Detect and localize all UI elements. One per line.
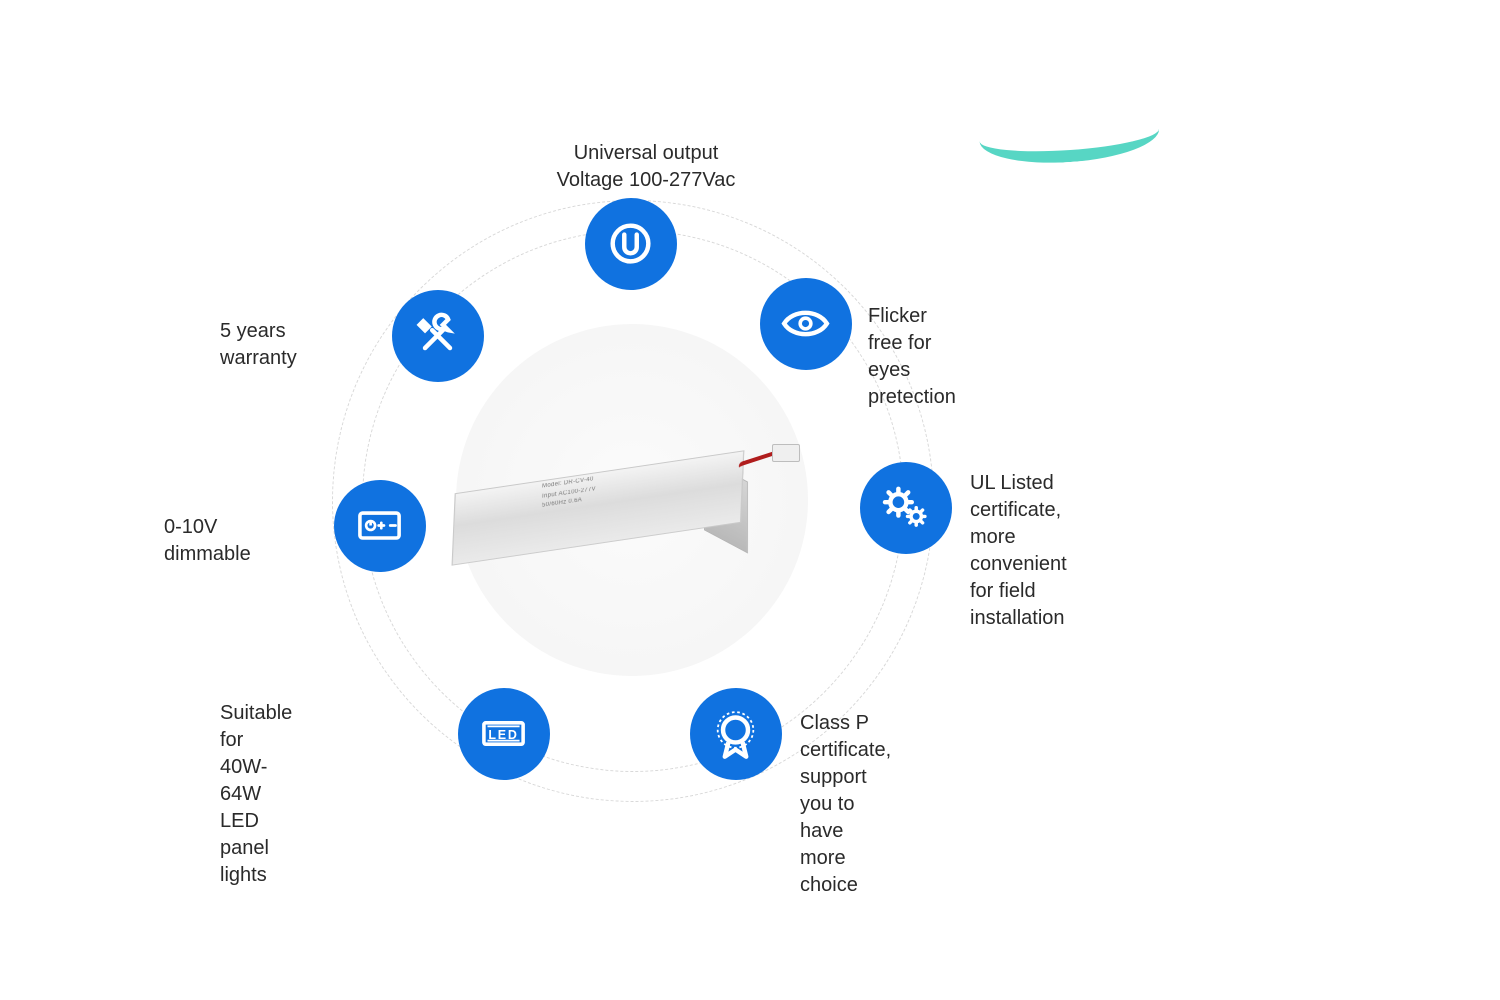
feature-label-line: more convenient for field — [970, 524, 1067, 605]
feature-label-line: Universal output — [516, 140, 776, 167]
feature-label-line: Voltage 100-277Vac — [516, 167, 776, 194]
feature-label-line: you to have more choice — [800, 791, 891, 899]
feature-label-line: UL Listed certificate, — [970, 470, 1067, 524]
feature-label: Suitable for 40W-64WLED panel lights — [220, 700, 292, 889]
feature-label-line: installation — [970, 605, 1067, 632]
u-circle-icon — [585, 198, 677, 290]
tools-icon — [392, 290, 484, 382]
gears-icon — [860, 462, 952, 554]
feature-label-line: LED panel lights — [220, 808, 292, 889]
infographic-stage: Model: DR-CV-40 Input AC100-277V 50/60Hz… — [0, 0, 1500, 1000]
feature-label-line: 0-10V dimmable — [164, 514, 251, 568]
rosette-icon — [690, 688, 782, 780]
feature-label-line: eyes pretection — [868, 357, 956, 411]
dimmer-icon — [334, 480, 426, 572]
product-image: Model: DR-CV-40 Input AC100-277V 50/60Hz… — [472, 440, 802, 560]
feature-label: Universal outputVoltage 100-277Vac — [516, 140, 776, 194]
feature-label-line: 5 years warranty — [220, 318, 297, 372]
eye-icon — [760, 278, 852, 370]
feature-label: Class P certificate, supportyou to have … — [800, 710, 891, 899]
feature-label: Flicker free foreyes pretection — [868, 303, 956, 411]
accent-swoosh — [979, 124, 1161, 168]
feature-label: 0-10V dimmable — [164, 514, 251, 568]
feature-label-line: Flicker free for — [868, 303, 956, 357]
led-icon — [458, 688, 550, 780]
feature-label: 5 years warranty — [220, 318, 297, 372]
feature-label-line: Suitable for 40W-64W — [220, 700, 292, 808]
feature-label: UL Listed certificate,more convenient fo… — [970, 470, 1067, 632]
feature-label-line: Class P certificate, support — [800, 710, 891, 791]
